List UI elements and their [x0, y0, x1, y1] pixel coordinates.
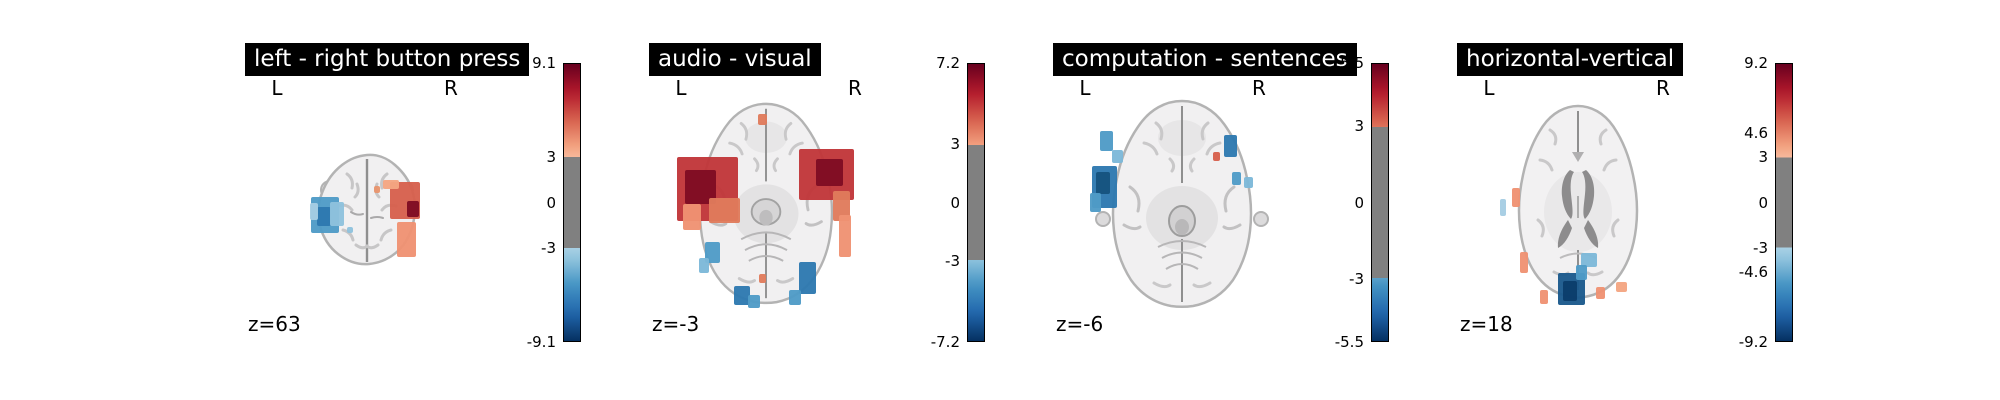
slice-coordinate-label: z=-6 [1056, 312, 1104, 336]
brain-slice [1090, 93, 1272, 312]
activation-blob [759, 274, 766, 283]
slice-coordinate-label: z=63 [248, 312, 301, 336]
activation-blob [833, 191, 851, 222]
activation-blob [1212, 152, 1220, 161]
colorbar-tick-label: 3 [1354, 117, 1364, 136]
activation-blob [1095, 171, 1110, 194]
activation-blob [698, 258, 710, 273]
activation-blob [316, 206, 331, 227]
activation-blob [747, 295, 760, 308]
activation-blob [1244, 177, 1254, 189]
activation-blob [1224, 134, 1237, 157]
activation-blob [347, 226, 354, 233]
panel-title: horizontal-vertical [1457, 43, 1684, 76]
activation-blob [1511, 188, 1520, 207]
panel-title: left - right button press [245, 43, 530, 76]
activation-blob [1499, 199, 1506, 216]
activation-blob [798, 262, 816, 295]
activation-blob [1111, 149, 1123, 164]
stat-map-panel-horizontal-vertical: horizontal-vertical L R [1402, 0, 1806, 400]
colorbar-tick-label: 4.6 [1744, 123, 1768, 142]
hemisphere-label-right: R [1252, 76, 1266, 100]
colorbar-tick-label: -3 [541, 239, 556, 258]
colorbar-tick-label: -5.5 [1334, 333, 1364, 351]
activation-blob [373, 186, 380, 193]
brain-slice [1498, 100, 1658, 306]
activation-blob [329, 201, 345, 227]
brain-slice [307, 148, 427, 270]
activation-blob [310, 202, 319, 220]
activation-blob [1519, 252, 1528, 273]
slice-coordinate-label: z=-3 [652, 312, 700, 336]
colorbar-tick-label: 9.1 [532, 54, 556, 72]
hemisphere-label-left: L [271, 76, 283, 100]
activation-blob [758, 114, 767, 125]
hemisphere-label-right: R [444, 76, 458, 100]
colorbar [967, 63, 985, 342]
activation-blob [1090, 192, 1101, 213]
activation-blob [1575, 265, 1587, 280]
activation-blob [397, 222, 417, 257]
colorbar-tick-label: -7.2 [930, 333, 960, 351]
activation-blob [382, 179, 400, 190]
axial-brain-outline-inferior [1095, 99, 1269, 308]
colorbar-tick-label: 0 [950, 193, 960, 212]
colorbar-tick-label: 0 [1758, 193, 1768, 212]
activation-blob [406, 201, 419, 217]
colorbar [1371, 63, 1389, 342]
colorbar-tick-label: 3 [1758, 148, 1768, 166]
stat-map-panel-button-press: left - right button press L R [190, 0, 594, 400]
activation-blob [1615, 281, 1627, 292]
activation-blob [683, 204, 701, 230]
hemisphere-label-right: R [848, 76, 862, 100]
panel-title: audio - visual [649, 43, 821, 76]
activation-blob [1231, 171, 1241, 185]
activation-blob [789, 289, 802, 305]
activation-blob [839, 214, 852, 258]
colorbar-tick-label: -9.1 [526, 333, 556, 351]
activation-blob [815, 158, 844, 187]
activation-blob [1562, 280, 1578, 301]
hemisphere-label-left: L [1079, 76, 1091, 100]
slice-coordinate-label: z=18 [1460, 312, 1513, 336]
stat-map-panel-computation-sentences: computation - sentences L R [998, 0, 1402, 400]
colorbar-tick-label: -3 [1349, 269, 1364, 288]
activation-blob [704, 242, 721, 264]
colorbar [1775, 63, 1793, 342]
activation-blob [734, 285, 750, 305]
colorbar-tick-label: 9.2 [1744, 54, 1768, 72]
colorbar-tick-label: 3 [950, 135, 960, 154]
colorbar-tick-label: -3 [1753, 238, 1768, 257]
colorbar-tick-label: -4.6 [1738, 263, 1768, 282]
colorbar-tick-label: 7.2 [936, 54, 960, 72]
activation-blob [709, 197, 741, 224]
hemisphere-label-right: R [1656, 76, 1670, 100]
activation-blob [1540, 289, 1549, 304]
colorbar-tick-label: -9.2 [1738, 333, 1768, 351]
colorbar-tick-label: 0 [1354, 193, 1364, 212]
colorbar-tick-label: 3 [546, 147, 556, 166]
hemisphere-label-left: L [675, 76, 687, 100]
colorbar-tick-label: -3 [945, 251, 960, 270]
activation-blob [1581, 253, 1598, 268]
colorbar-tick-label: 0 [546, 193, 556, 212]
activation-blob [1100, 131, 1113, 152]
hemisphere-label-left: L [1483, 76, 1495, 100]
stat-map-panel-audio-visual: audio - visual L R [594, 0, 998, 400]
panel-title: computation - sentences [1053, 43, 1357, 76]
axial-brain-outline-ventricles [1517, 104, 1639, 299]
activation-blob [1595, 286, 1606, 299]
colorbar [563, 63, 581, 342]
brain-slice [676, 96, 854, 308]
